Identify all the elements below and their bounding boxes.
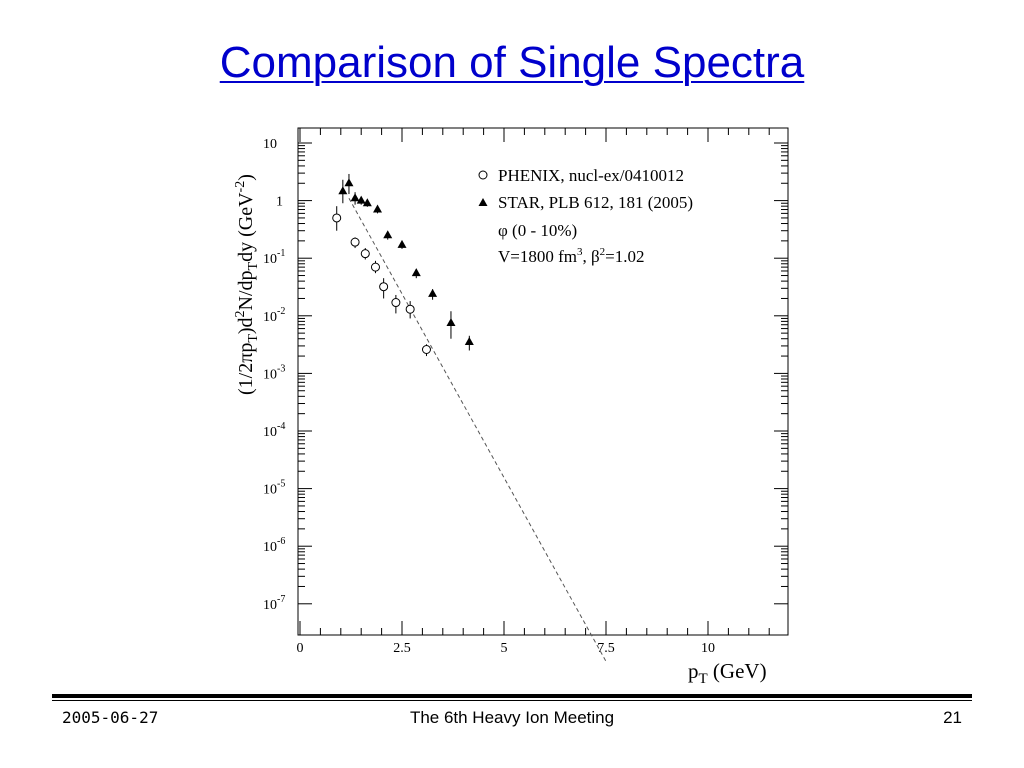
y-tick-label-exponent: -4 <box>277 421 285 432</box>
y-tick-label-base: 10 <box>263 252 277 267</box>
data-points-layer <box>332 173 474 357</box>
legend: PHENIX, nucl-ex/0410012 STAR, PLB 612, 1… <box>478 166 693 266</box>
y-tick-label: 10-2 <box>263 306 285 325</box>
x-tick-label: 5 <box>501 641 508 656</box>
y-tick-label-base: 10 <box>263 540 277 555</box>
star-point <box>356 195 366 204</box>
y-axis-label: (1/2πpT)d2N/dpTdy (GeV-2) <box>233 174 261 395</box>
star-point <box>411 268 421 277</box>
phenix-point <box>332 213 342 223</box>
y-tick-label-exponent: -3 <box>277 363 285 374</box>
phenix-point <box>391 298 401 308</box>
y-tick-label-base: 10 <box>263 483 277 498</box>
star-point <box>344 178 354 187</box>
y-tick-label-exponent: -7 <box>277 594 285 605</box>
y-tick-label: 10-5 <box>263 479 285 498</box>
star-point <box>383 230 393 239</box>
y-tick-label-exponent: -2 <box>277 306 285 317</box>
y-tick-label: 1 <box>276 195 283 210</box>
star-point <box>397 239 407 248</box>
y-tick-label-base: 10 <box>263 425 277 440</box>
x-tick-label: 2.5 <box>393 641 411 656</box>
footer-date: 2005-06-27 <box>62 708 159 727</box>
y-tick-label-base: 10 <box>263 367 277 382</box>
plot-frame <box>297 127 789 636</box>
footer-rule-thick <box>52 694 972 698</box>
slide-title: Comparison of Single Spectra <box>219 38 805 87</box>
y-tick-label: 10-7 <box>263 594 285 613</box>
x-axis-label: pT (GeV) <box>688 659 767 687</box>
x-axis-label-sub: T <box>699 671 708 687</box>
model-curve-layer <box>348 197 607 662</box>
footer-meeting-name: The 6th Heavy Ion Meeting <box>409 708 615 727</box>
y-tick-label: 10-6 <box>263 536 285 555</box>
legend-marker-phenix <box>478 170 488 180</box>
star-point <box>362 198 372 207</box>
legend-label-phenix: PHENIX, nucl-ex/0410012 <box>498 166 684 185</box>
y-tick-label: 10-1 <box>263 248 285 267</box>
y-tick-label: 10-3 <box>263 363 285 382</box>
y-tick-label-exponent: -5 <box>277 479 285 490</box>
phenix-point <box>405 304 415 314</box>
x-axis-label-rest: (GeV) <box>708 659 767 683</box>
star-point <box>373 204 383 213</box>
phenix-point <box>379 282 389 292</box>
x-tick-label: 7.5 <box>597 641 615 656</box>
y-tick-label: 10 <box>263 137 277 152</box>
star-point <box>464 337 474 346</box>
star-point <box>446 317 456 326</box>
footer-page-number: 21 <box>943 708 962 727</box>
x-tick-label: 10 <box>701 641 715 656</box>
x-tick-label: 0 <box>297 641 304 656</box>
model-curve <box>348 197 607 662</box>
phenix-point <box>370 262 380 272</box>
phenix-point <box>360 249 370 259</box>
legend-label-star: STAR, PLB 612, 181 (2005) <box>498 193 693 212</box>
y-tick-label-exponent: -6 <box>277 536 285 547</box>
footer-rule-thin <box>52 700 972 701</box>
legend-note-centrality: φ (0 - 10%) <box>498 221 577 240</box>
phenix-point <box>421 344 431 354</box>
y-tick-label-base: 10 <box>263 598 277 613</box>
star-point <box>338 186 348 195</box>
star-point <box>428 288 438 297</box>
y-tick-label-base: 10 <box>263 310 277 325</box>
y-tick-label-base: 10 <box>263 137 277 152</box>
x-axis-ticks: 0 2.5 5 7.5 10 <box>297 128 770 656</box>
legend-marker-star <box>478 198 488 206</box>
star-point <box>350 193 360 202</box>
y-tick-label-exponent: -1 <box>277 248 285 259</box>
y-tick-label-base: 1 <box>276 195 283 210</box>
x-axis-label-main: p <box>688 659 699 683</box>
phenix-point <box>350 237 360 247</box>
y-tick-label: 10-4 <box>263 421 285 440</box>
legend-note-volume: V=1800 fm3, β2=1.02 <box>498 246 645 266</box>
